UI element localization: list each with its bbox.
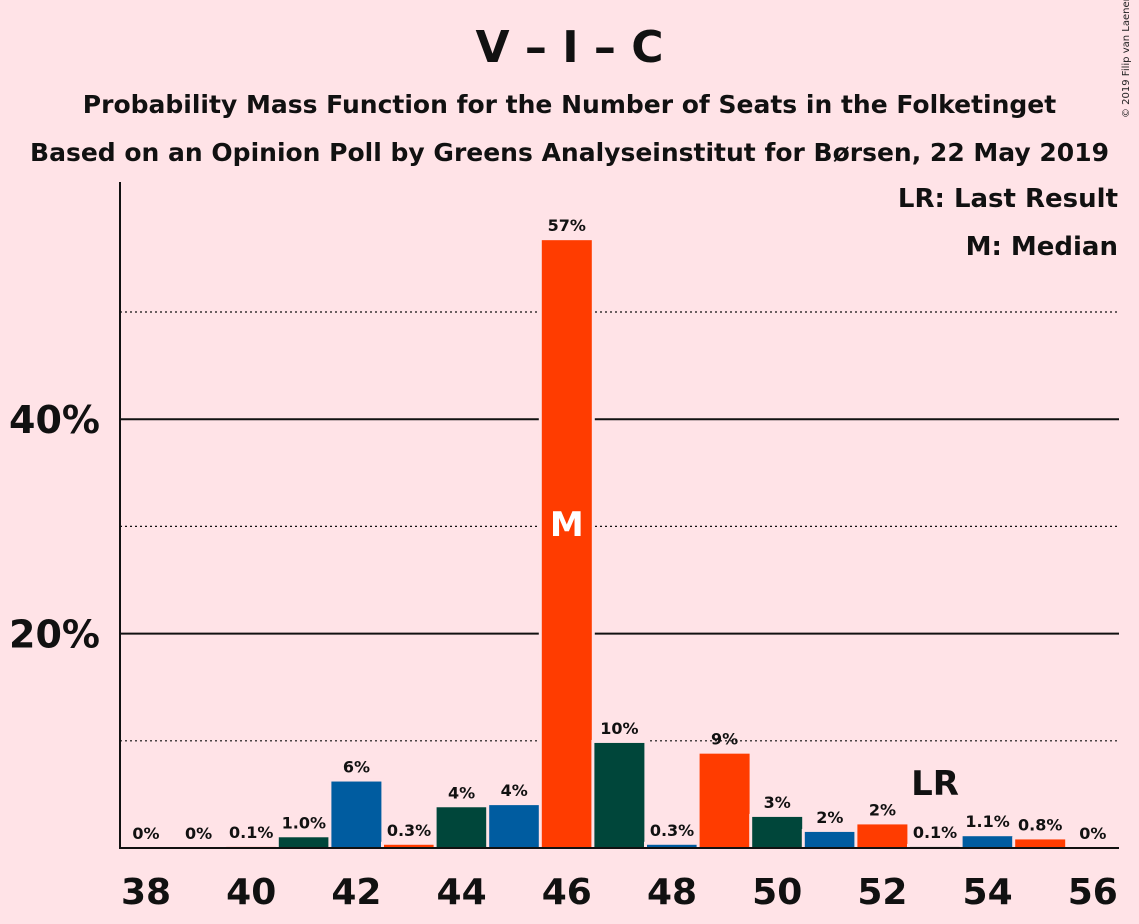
data-label: 0.3% (650, 821, 694, 840)
bar-seat-51 (804, 831, 855, 848)
data-label: 1.0% (282, 813, 326, 832)
x-tick-label: 44 (437, 872, 487, 913)
chart-title: V – I – C (475, 22, 664, 73)
x-tick-label: 48 (647, 872, 697, 913)
bar-seat-42 (331, 781, 382, 848)
bar-seat-45 (489, 805, 540, 848)
data-label: 0% (185, 824, 212, 843)
data-label: 2% (816, 808, 843, 827)
x-tick-label: 40 (226, 872, 276, 913)
chart-source: Based on an Opinion Poll by Greens Analy… (30, 138, 1109, 167)
x-tick-label: 54 (963, 872, 1013, 913)
data-label: 6% (343, 758, 370, 777)
median-marker: M (550, 505, 584, 545)
bar-seat-41 (278, 837, 329, 848)
bar-seat-48 (647, 844, 697, 848)
data-label: 4% (501, 781, 528, 800)
x-tick-label: 50 (752, 872, 802, 913)
bar-seat-52 (857, 824, 908, 848)
data-label: 0.3% (387, 821, 431, 840)
chart-subtitle: Probability Mass Function for the Number… (82, 90, 1057, 119)
bar-halo (223, 843, 280, 848)
bar-seat-49 (699, 753, 750, 848)
bar-seat-54 (962, 836, 1013, 848)
y-tick-label: 20% (9, 613, 100, 657)
data-label: 10% (600, 719, 638, 738)
bar-seat-43 (384, 844, 434, 848)
data-label: 2% (869, 800, 896, 819)
data-label: 4% (448, 783, 475, 802)
bar-halo (907, 843, 963, 848)
y-tick-label: 40% (9, 398, 100, 442)
data-label: 9% (711, 730, 738, 749)
data-label: 1.1% (965, 812, 1009, 831)
last-result-marker: LR (911, 764, 959, 804)
data-label: 0.8% (1018, 815, 1062, 834)
legend-last-result: LR: Last Result (897, 184, 1118, 214)
bar-seat-55 (1015, 839, 1066, 848)
bar-seat-47 (594, 742, 645, 848)
bar-seat-46 (541, 240, 592, 848)
x-tick-label: 52 (857, 872, 907, 913)
data-label: 0% (1079, 824, 1106, 843)
data-label: 3% (764, 793, 791, 812)
data-label: 0.1% (913, 823, 957, 842)
data-label: 0.1% (229, 823, 273, 842)
x-tick-label: 56 (1068, 872, 1118, 913)
x-tick-label: 42 (331, 872, 381, 913)
x-tick-label: 38 (121, 872, 171, 913)
data-label: 57% (548, 216, 586, 235)
data-label: 0% (132, 824, 159, 843)
bar-seat-50 (752, 816, 803, 848)
legend-median: M: Median (965, 232, 1118, 262)
x-tick-label: 46 (542, 872, 592, 913)
bar-seat-44 (436, 807, 487, 848)
